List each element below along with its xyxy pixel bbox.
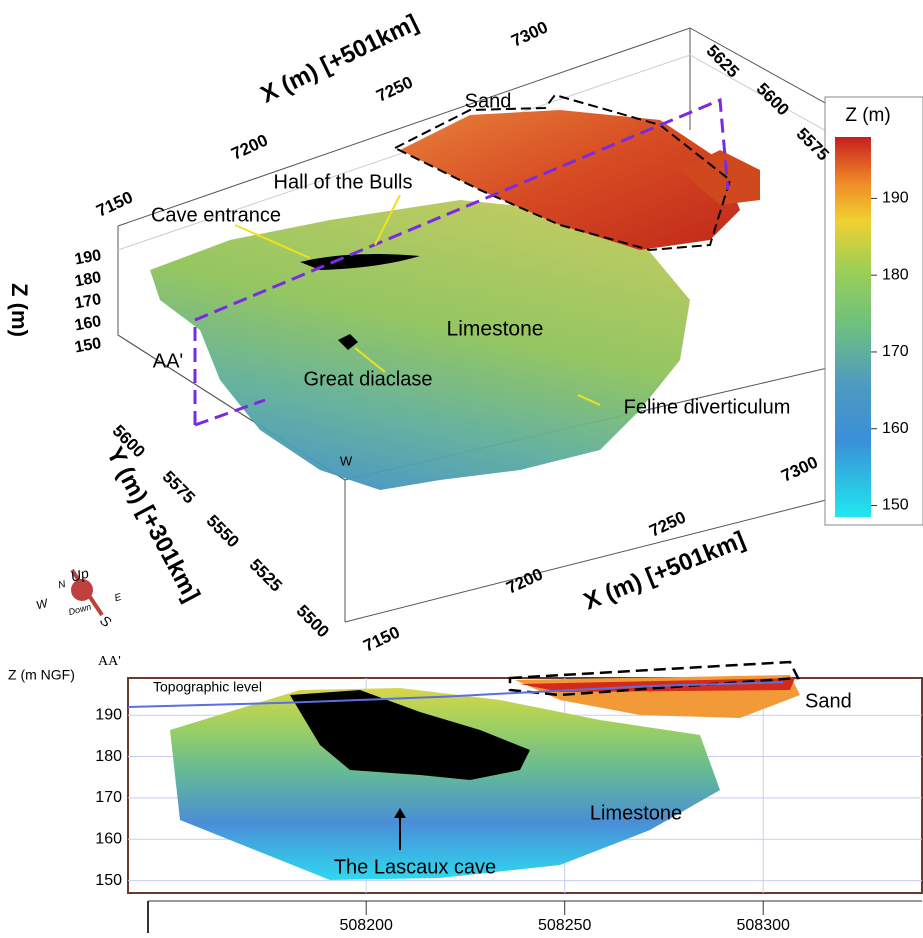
compass — [70, 568, 104, 617]
x-tick-label: 508200 — [340, 917, 393, 934]
colorbar — [835, 137, 871, 517]
section-label: AA' — [98, 654, 121, 669]
y-axis-label: Y (m) [+301km] — [101, 443, 205, 607]
y-tick-label: 5525 — [246, 555, 286, 595]
compass-label: W — [35, 596, 51, 613]
annotation: Sand — [805, 690, 852, 712]
colorbar-tick-label: 180 — [882, 266, 909, 283]
annotation: Limestone — [447, 318, 544, 341]
annotation: Great diaclase — [304, 368, 433, 390]
section-line — [193, 97, 730, 427]
series-label: Topographic level — [153, 679, 262, 695]
sand-patch — [680, 150, 760, 205]
z-tick-label: 160 — [73, 313, 102, 334]
z-axis-label: Z (m) — [7, 283, 32, 337]
colorbar-tick-label: 160 — [882, 420, 909, 437]
x-tick-label: 7150 — [360, 622, 402, 655]
y-tick-label: 5600 — [753, 79, 793, 119]
z-tick-label: 190 — [73, 247, 102, 268]
x-tick-label: 7300 — [778, 452, 820, 485]
y-axis-label: Z (m NGF) — [8, 667, 75, 683]
x-tick-label: 7250 — [646, 507, 688, 540]
sand-outline-section — [508, 660, 800, 697]
compass-label: N — [57, 579, 68, 592]
y-tick-label: 160 — [95, 830, 122, 847]
z-tick-label: 150 — [73, 335, 102, 356]
limestone-surface — [150, 200, 690, 490]
y-tick-label: 180 — [95, 748, 122, 765]
y-tick-label: 5575 — [159, 467, 199, 507]
x-axis-label: X (m) [+501km] — [580, 526, 749, 615]
annotation: Limestone — [590, 802, 682, 824]
x-tick-label: 7300 — [508, 17, 550, 50]
y-tick-label: 150 — [95, 872, 122, 889]
y-tick-label: 5625 — [703, 41, 743, 81]
limestone-section — [170, 688, 720, 880]
compass-label: Down — [67, 602, 92, 618]
compass-label: Up — [69, 565, 91, 585]
z-tick-label: 170 — [73, 291, 102, 312]
x-tick-label: 508300 — [737, 917, 790, 934]
arrows — [234, 194, 601, 406]
annotation: Feline diverticulum — [624, 396, 791, 418]
cave — [300, 254, 420, 270]
x-tick-label: 508250 — [538, 917, 591, 934]
x-tick-label: 7200 — [228, 130, 270, 163]
x-tick-label: 7150 — [93, 187, 135, 220]
sand-surface — [400, 110, 740, 250]
annotation: Sand — [465, 90, 512, 112]
y-tick-label: 190 — [95, 706, 122, 723]
annotation: Hall of the Bulls — [274, 171, 413, 193]
y-tick-label: 170 — [95, 789, 122, 806]
series-line — [127, 681, 784, 708]
x-tick-label: 7200 — [503, 564, 545, 597]
colorbar-tick-label: 190 — [882, 190, 909, 207]
y-tick-label: 5550 — [203, 511, 243, 551]
annotation: AA' — [153, 350, 184, 372]
compass-label: E — [113, 592, 123, 604]
sand-outline — [392, 93, 732, 252]
x-tick-label: 7250 — [373, 72, 415, 105]
z-tick-label: 180 — [73, 269, 102, 290]
annotation: W — [340, 453, 353, 468]
y-tick-label: 5500 — [293, 601, 333, 641]
annotation: The Lascaux cave — [334, 856, 496, 878]
colorbar-tick-label: 150 — [882, 497, 909, 514]
annotation: Cave entrance — [151, 204, 281, 226]
diaclase — [338, 334, 358, 350]
cave-arrowhead — [394, 808, 406, 818]
cave-section — [290, 690, 530, 780]
colorbar-tick-label: 170 — [882, 343, 909, 360]
colorbar-title: Z (m) — [845, 105, 890, 126]
